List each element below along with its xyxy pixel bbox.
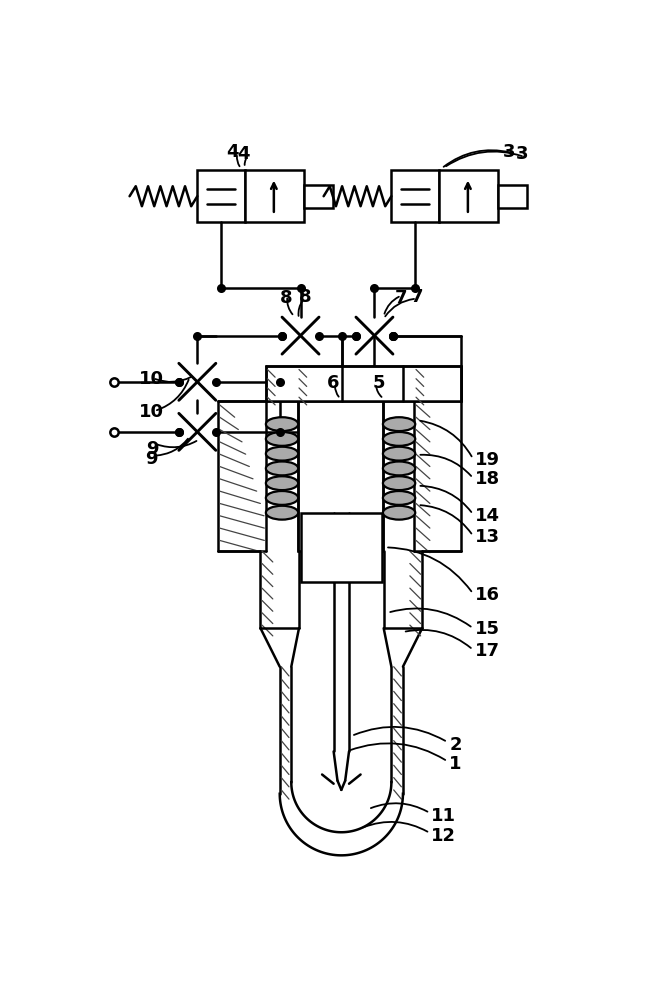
Text: 9: 9 [146, 440, 159, 458]
Text: 8: 8 [280, 289, 292, 307]
Text: 18: 18 [475, 470, 500, 488]
Bar [266, 366, 460, 401]
Ellipse shape [383, 432, 415, 446]
Ellipse shape [383, 417, 415, 431]
Text: 12: 12 [432, 827, 456, 845]
Text: 3: 3 [516, 145, 528, 163]
Text: 6: 6 [327, 374, 339, 392]
Ellipse shape [383, 491, 415, 505]
Text: 9: 9 [145, 450, 158, 468]
Bar [391, 170, 439, 222]
Ellipse shape [383, 461, 415, 475]
Text: 10: 10 [139, 403, 164, 421]
Ellipse shape [266, 506, 298, 520]
Bar [298, 401, 383, 551]
Ellipse shape [266, 476, 298, 490]
Text: 5: 5 [372, 374, 385, 392]
Text: 3: 3 [503, 143, 515, 161]
Bar [439, 170, 498, 222]
Ellipse shape [266, 432, 298, 446]
Bar [198, 170, 245, 222]
Ellipse shape [383, 506, 415, 520]
Text: 2: 2 [449, 736, 462, 754]
Ellipse shape [266, 417, 298, 431]
Text: 17: 17 [475, 642, 500, 660]
Text: 7: 7 [411, 288, 423, 306]
Text: 14: 14 [475, 507, 500, 525]
Text: 7: 7 [395, 289, 407, 307]
Ellipse shape [266, 491, 298, 505]
Text: 4: 4 [226, 143, 238, 161]
Ellipse shape [266, 461, 298, 475]
Ellipse shape [383, 476, 415, 490]
Text: 15: 15 [475, 620, 500, 639]
Ellipse shape [266, 447, 298, 461]
Text: 13: 13 [475, 528, 500, 546]
Bar [301, 513, 382, 582]
Text: 11: 11 [432, 807, 456, 825]
Bar [303, 185, 333, 208]
Text: 8: 8 [299, 288, 311, 306]
Bar [245, 170, 303, 222]
Text: 16: 16 [475, 586, 500, 604]
Text: 1: 1 [449, 755, 462, 773]
Bar [498, 185, 527, 208]
Ellipse shape [383, 447, 415, 461]
Text: 10: 10 [139, 370, 164, 388]
Text: 19: 19 [475, 451, 500, 469]
Text: 4: 4 [237, 145, 250, 163]
